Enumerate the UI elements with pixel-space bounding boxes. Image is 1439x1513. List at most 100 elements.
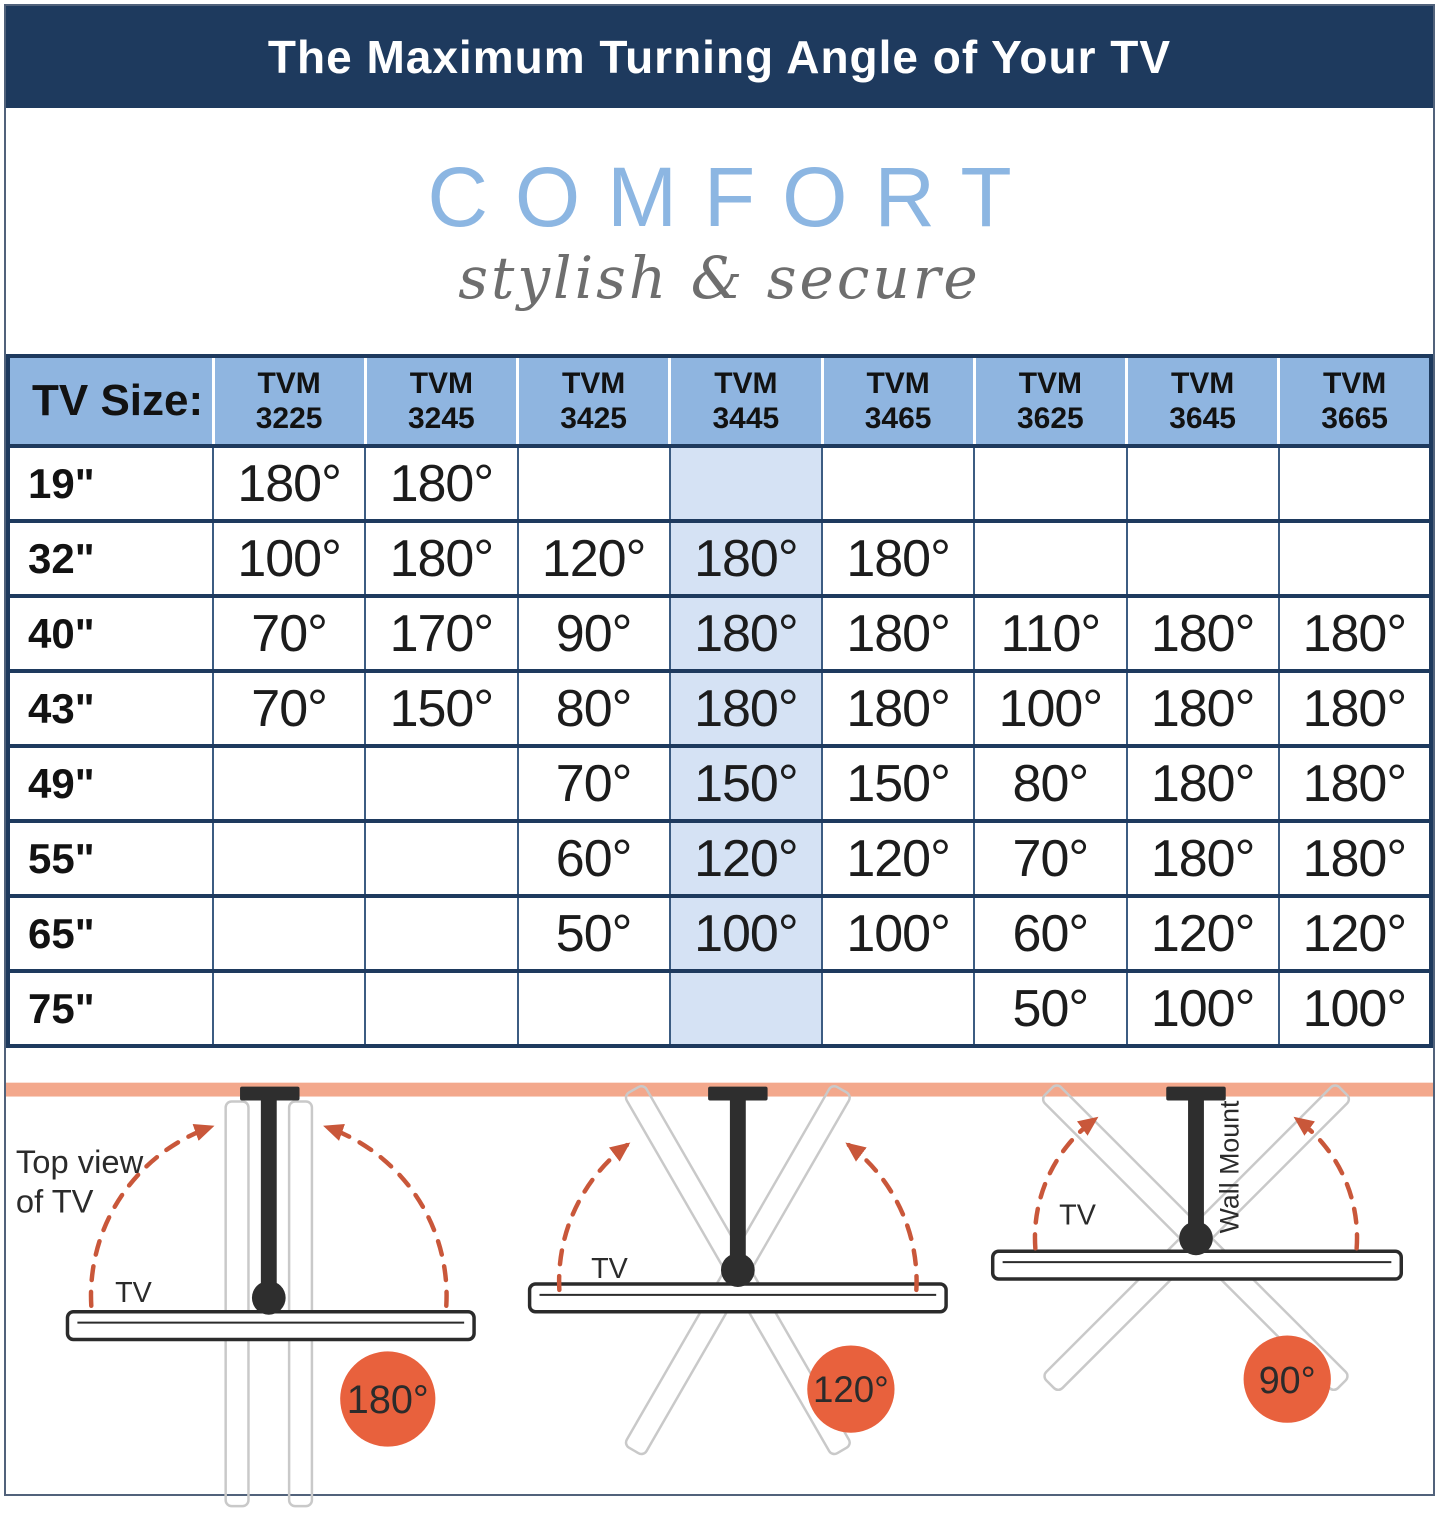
swivel-arrow-left [88, 1124, 215, 1309]
angle-cell [364, 969, 519, 1047]
swivel-arrow-right [845, 1142, 919, 1293]
angle-cell: 180° [1125, 744, 1280, 822]
angle-cell: 80° [973, 744, 1128, 822]
angle-cell [211, 744, 367, 822]
model-header-3665: TVM 3665 [1278, 356, 1433, 448]
tv-size-label: 32" [7, 519, 214, 597]
angle-cell: 120° [1277, 894, 1433, 972]
angle-cell: 180° [1277, 744, 1433, 822]
angle-cell [364, 894, 519, 972]
tv-size-header: TV Size: [8, 356, 215, 448]
turning-angle-diagrams: Top view of TV TV 180° [6, 1082, 1433, 1508]
angle-cell: 180° [820, 519, 976, 597]
model-header-3625: TVM 3625 [974, 356, 1129, 448]
angle-cell: 180° [668, 519, 824, 597]
table-body: 19" 180° 180° 32" 100° 180° 120° 180° 180° 40" 70°… [7, 444, 1433, 1047]
angle-cell: 180° [364, 519, 519, 597]
angle-cell [211, 819, 367, 897]
diagram-90: Wall Mount TV 90° [990, 1084, 1404, 1423]
angle-cell: 100° [211, 519, 367, 597]
wall-mount-label: Wall Mount [1215, 1100, 1245, 1233]
angle-cell: 70° [211, 669, 367, 747]
angle-cell [820, 444, 976, 522]
angle-cell [668, 444, 824, 522]
angle-cell: 70° [211, 594, 367, 672]
angle-badge-120 [807, 1345, 895, 1433]
tv-label: TV [1059, 1199, 1097, 1231]
table-row: 40" 70° 170° 90° 180° 180° 110° 180° 180° [7, 594, 1433, 672]
model-header-3245: TVM 3245 [365, 356, 520, 448]
tv-label: TV [115, 1277, 153, 1309]
tv-top-view [65, 1310, 476, 1342]
angle-cell: 70° [516, 744, 671, 822]
angle-cell: 120° [516, 519, 671, 597]
angle-cell: 70° [973, 819, 1128, 897]
angle-badge-90 [1243, 1335, 1331, 1423]
tv-size-label: 65" [7, 894, 214, 972]
angle-cell: 150° [364, 669, 519, 747]
swivel-arrow-left [556, 1142, 631, 1293]
angle-cell: 100° [1125, 969, 1280, 1047]
wall-mount-arm [240, 1086, 300, 1315]
model-header-3425: TVM 3425 [517, 356, 672, 448]
angle-cell: 90° [516, 594, 671, 672]
angle-cell: 150° [820, 744, 976, 822]
top-view-label-line1: Top view [16, 1143, 144, 1180]
angle-cell: 170° [364, 594, 519, 672]
angle-cell: 150° [668, 744, 824, 822]
angle-cell: 120° [668, 819, 824, 897]
table-row: 49" 70° 150° 150° 80° 180° 180° [7, 744, 1433, 822]
angle-cell: 180° [668, 669, 824, 747]
angle-badge-180 [340, 1351, 436, 1447]
tv-size-label: 75" [7, 969, 214, 1047]
tv-size-label: 43" [7, 669, 214, 747]
turning-angle-table: TV Size: TVM 3225 TVM 3245 TVM 3425 TVM 3445 TVM 3… [6, 354, 1433, 1048]
angle-cell [1125, 444, 1280, 522]
tv-size-label: 55" [7, 819, 214, 897]
angle-cell: 180° [820, 594, 976, 672]
wall-mount-arm [708, 1086, 768, 1287]
table-row: 65" 50° 100° 100° 60° 120° 120° [7, 894, 1433, 972]
angle-cell: 180° [1277, 819, 1433, 897]
table-row: 55" 60° 120° 120° 70° 180° 180° [7, 819, 1433, 897]
tv-size-label: 19" [7, 444, 214, 522]
angle-cell: 180° [364, 444, 519, 522]
diagram-180: Top view of TV TV 180° [16, 1086, 476, 1508]
angle-cell: 100° [973, 669, 1128, 747]
swivel-arrow-left [1032, 1116, 1099, 1251]
angle-cell: 50° [973, 969, 1128, 1047]
angle-cell: 180° [1125, 819, 1280, 897]
brand-tagline: stylish & secure [458, 244, 981, 312]
angle-cell [211, 894, 367, 972]
angle-cell [364, 744, 519, 822]
angle-cell: 100° [820, 894, 976, 972]
content-frame: The Maximum Turning Angle of Your TV COM… [4, 4, 1435, 1508]
title-bar: The Maximum Turning Angle of Your TV [6, 6, 1433, 108]
angle-badge-120-text: 120° [813, 1369, 889, 1410]
angle-cell [973, 444, 1128, 522]
angle-cell [516, 969, 671, 1047]
diagram-120: TV 120° [527, 1084, 948, 1456]
angle-cell [1277, 519, 1433, 597]
wall-mount-arm [1166, 1086, 1226, 1256]
angle-cell: 60° [973, 894, 1128, 972]
tv-top-view [527, 1282, 948, 1314]
table-row: 75" 50° 100° 100° [7, 969, 1433, 1047]
angle-cell [1125, 519, 1280, 597]
angle-cell: 100° [1277, 969, 1433, 1047]
table-row: 32" 100° 180° 120° 180° 180° [7, 519, 1433, 597]
angle-cell: 180° [668, 594, 824, 672]
brand-name: COMFORT [427, 150, 1039, 244]
model-header-3445: TVM 3445 [669, 356, 824, 448]
tv-label: TV [591, 1253, 629, 1285]
angle-badge-180-text: 180° [347, 1378, 429, 1422]
top-view-label-line2: of TV [16, 1183, 94, 1220]
table-row: 19" 180° 180° [7, 444, 1433, 522]
angle-cell: 50° [516, 894, 671, 972]
angle-cell: 60° [516, 819, 671, 897]
table-row: 43" 70° 150° 80° 180° 180° 100° 180° 180° [7, 669, 1433, 747]
swivel-arrow-right [1293, 1116, 1360, 1251]
angle-cell [211, 969, 367, 1047]
angle-cell: 180° [1125, 669, 1280, 747]
